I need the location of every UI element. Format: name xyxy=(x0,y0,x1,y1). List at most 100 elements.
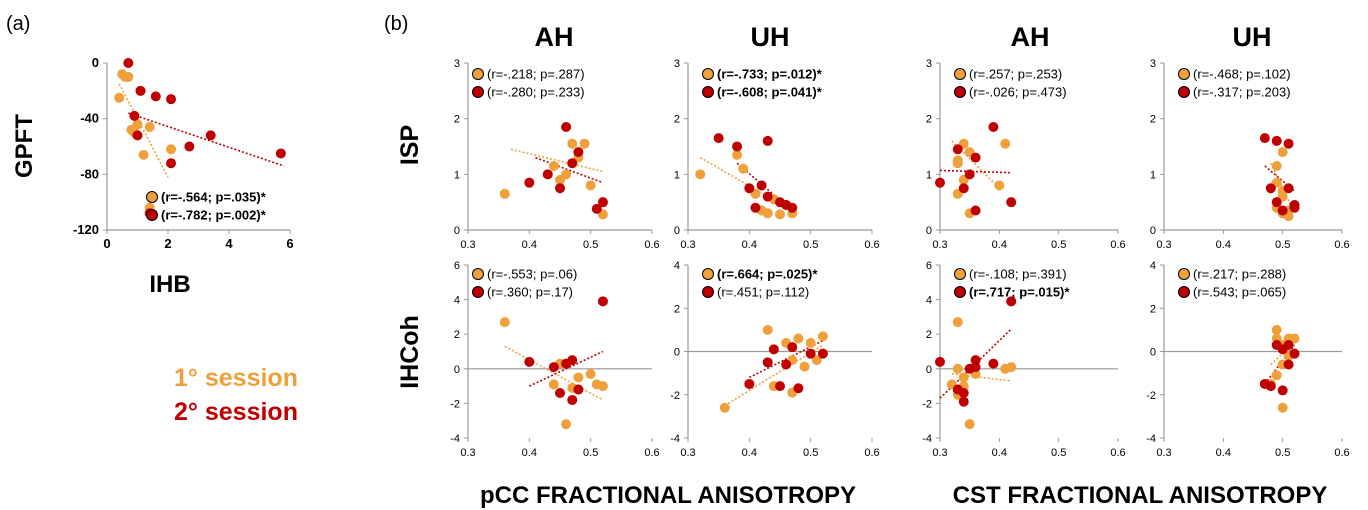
x-tick-label: 0.5 xyxy=(803,239,818,251)
data-point-s1 xyxy=(597,381,608,392)
y-tick-label: 1 xyxy=(926,169,932,181)
x-tick-label: 0.3 xyxy=(460,447,475,459)
legend-marker-s1 xyxy=(954,68,966,80)
x-tick-label: 0.4 xyxy=(992,447,1007,459)
x-tick-label: 0.3 xyxy=(932,239,947,251)
data-point-s2 xyxy=(524,356,535,367)
row-label-ihcoh: IHCoh xyxy=(396,315,424,389)
data-point-s1 xyxy=(567,138,578,149)
y-tick-label: -80 xyxy=(80,166,99,181)
data-point-s2 xyxy=(567,394,578,405)
data-point-s2 xyxy=(567,355,578,366)
trendline-s1 xyxy=(951,140,1000,189)
stat-annotation-s1: (r=.217; p=.288) xyxy=(1193,267,1286,282)
x-tick-label: 0.4 xyxy=(1216,239,1231,251)
data-point-s1 xyxy=(762,208,773,219)
y-tick-label: 0 xyxy=(454,364,460,376)
legend-marker-s2 xyxy=(954,286,966,298)
data-point-s2 xyxy=(762,135,773,146)
data-point-s1 xyxy=(123,71,134,82)
data-point-s2 xyxy=(781,359,792,370)
y-tick-label: 2 xyxy=(454,114,460,126)
x-tick-label: 0.4 xyxy=(1216,447,1231,459)
data-point-s1 xyxy=(811,355,822,366)
data-point-s2 xyxy=(1283,183,1294,194)
data-point-s2 xyxy=(591,203,602,214)
data-point-s2 xyxy=(1265,183,1276,194)
y-tick-label: 0 xyxy=(926,225,932,237)
y-tick-label: 1 xyxy=(454,169,460,181)
data-point-s2 xyxy=(166,158,177,169)
y-tick-label: 0 xyxy=(454,225,460,237)
x-tick-label: 0.5 xyxy=(1051,447,1066,459)
stat-annotation-s2: (r=-.317; p=.203) xyxy=(1193,85,1291,100)
x-tick-label: 0.5 xyxy=(1275,447,1290,459)
x-tick-label: 0.6 xyxy=(864,239,879,251)
chart-b-isp-cst-uh: 0 1 2 3 0.3 0.4 0.5 0.6 (r=-.468; p=.102) (r=-.31… xyxy=(1150,58,1350,251)
data-point-s2 xyxy=(135,85,146,96)
data-point-s2 xyxy=(793,383,804,394)
data-point-s2 xyxy=(756,180,767,191)
data-point-s2 xyxy=(542,169,553,180)
data-point-s1 xyxy=(738,163,749,174)
data-point-s2 xyxy=(1006,296,1017,307)
y-tick-label: 2 xyxy=(1150,114,1156,126)
x-tick-label: 6 xyxy=(286,236,293,251)
col-header-cst-uh: UH xyxy=(1233,22,1272,52)
y-tick-label: 0 xyxy=(674,347,680,359)
y-tick-label: -120 xyxy=(73,222,99,237)
data-point-s2 xyxy=(275,148,286,159)
legend-marker-s1 xyxy=(702,68,714,80)
data-point-s2 xyxy=(970,152,981,163)
data-point-s1 xyxy=(817,331,828,342)
data-point-s2 xyxy=(1006,197,1017,208)
data-point-s2 xyxy=(1277,205,1288,216)
data-point-s2 xyxy=(1283,138,1294,149)
data-point-s2 xyxy=(964,169,975,180)
data-point-s1 xyxy=(132,119,143,130)
data-point-s2 xyxy=(744,183,755,194)
data-point-s2 xyxy=(1265,381,1276,392)
stat-annotation-s2: (r=.717; p=.015)* xyxy=(969,285,1070,300)
trendline-s2 xyxy=(128,112,285,167)
trendline-s2 xyxy=(939,169,1012,174)
y-tick-label: -40 xyxy=(80,111,99,126)
y-tick-label: 0 xyxy=(1150,225,1156,237)
data-point-s1 xyxy=(499,317,510,328)
y-tick-label: -2 xyxy=(670,390,680,402)
data-point-s1 xyxy=(952,363,963,374)
x-tick-label: 0.3 xyxy=(680,447,695,459)
legend-marker-s1 xyxy=(702,268,714,280)
data-point-s2 xyxy=(524,177,535,188)
data-point-s1 xyxy=(585,368,596,379)
data-point-s1 xyxy=(138,149,149,160)
y-tick-label: 4 xyxy=(1150,260,1156,272)
y-tick-label: 0 xyxy=(674,225,680,237)
legend-marker-s2 xyxy=(702,86,714,98)
group-xlabel-cst: CST FRACTIONAL ANISOTROPY xyxy=(953,482,1328,509)
legend-marker-s1 xyxy=(146,191,158,203)
legend-marker-s1 xyxy=(472,68,484,80)
data-point-s2 xyxy=(150,91,161,102)
y-tick-label: -2 xyxy=(450,398,460,410)
group-xlabel-pcc: pCC FRACTIONAL ANISOTROPY xyxy=(480,482,856,509)
y-tick-label: 1 xyxy=(1150,169,1156,181)
data-point-s2 xyxy=(787,342,798,353)
stat-annotation-s2: (r=-.608; p=.041)* xyxy=(717,85,823,100)
stat-annotation-s1: (r=-.468; p=.102) xyxy=(1193,67,1291,82)
stat-annotation-s2: (r=-.280; p=.233) xyxy=(487,85,585,100)
x-tick-label: 0.6 xyxy=(864,447,879,459)
y-tick-label: 6 xyxy=(454,260,460,272)
data-point-s2 xyxy=(988,122,999,133)
data-point-s2 xyxy=(1283,340,1294,351)
legend-marker-s2 xyxy=(472,86,484,98)
stat-annotation-s2: (r=-.026; p=.473) xyxy=(969,85,1067,100)
y-tick-label: 3 xyxy=(454,58,460,70)
stat-annotation-s1: (r=-.564; p=.035)* xyxy=(161,190,267,205)
data-point-s2 xyxy=(1277,385,1288,396)
row-label-isp: ISP xyxy=(396,125,424,165)
y-tick-label: -4 xyxy=(450,433,460,445)
data-point-s2 xyxy=(970,205,981,216)
panel-label-a: (a) xyxy=(6,13,30,35)
